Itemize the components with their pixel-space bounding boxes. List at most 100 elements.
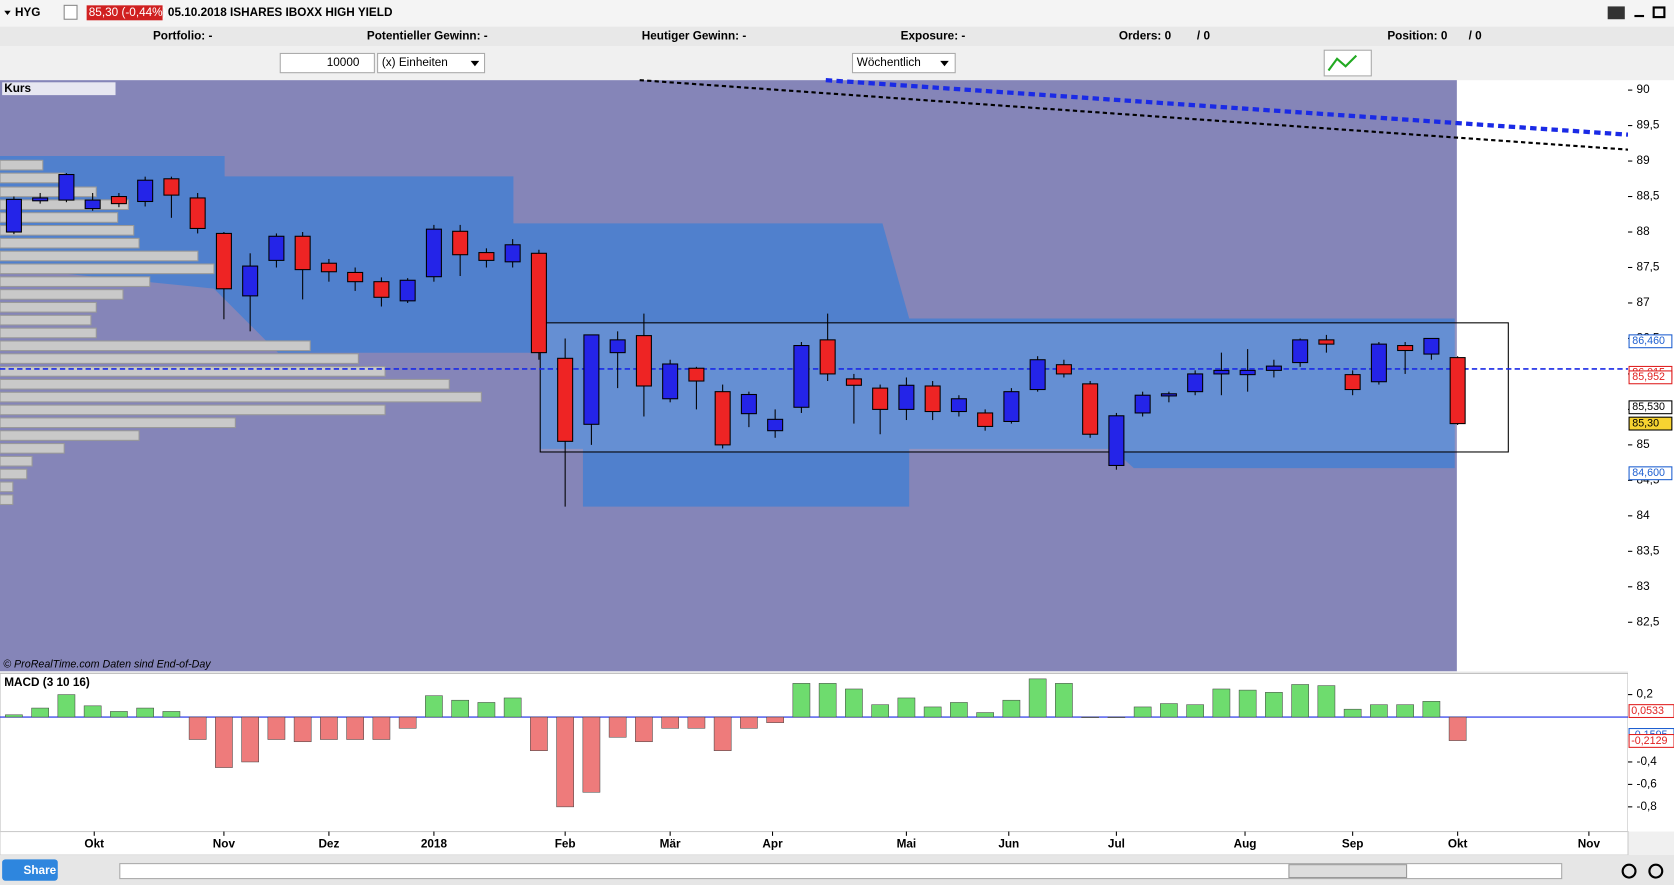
keyboard-icon[interactable] — [1607, 6, 1625, 20]
description: 05.10.2018 ISHARES IBOXX HIGH YIELD — [168, 6, 393, 19]
candle-body — [1292, 339, 1309, 364]
candle-body — [924, 385, 941, 413]
macd-bar — [687, 716, 706, 729]
y-tick-label: 0,2 — [1637, 688, 1653, 701]
candle-body — [294, 235, 311, 271]
y-tick-label: 88 — [1637, 225, 1651, 238]
share-label[interactable]: Share — [24, 864, 57, 877]
candle-body — [583, 334, 600, 425]
panel-header — [2, 676, 135, 690]
value-tag — [1628, 734, 1674, 748]
macd-bar — [31, 707, 49, 718]
macd-bar — [897, 697, 916, 718]
potential-gain: Potentieller Gewinn: - — [367, 29, 488, 42]
candle-body — [1344, 374, 1361, 391]
macd-bar — [267, 716, 286, 740]
status-bar — [0, 26, 1674, 46]
candle-body — [5, 198, 22, 233]
price-tag-label: 85,30 — [1632, 417, 1659, 429]
zoom-in[interactable] — [1648, 863, 1664, 879]
macd-bar — [713, 716, 732, 751]
unit[interactable]: (x) Einheiten — [382, 56, 448, 69]
macd-bar — [503, 697, 522, 718]
candle-body — [530, 252, 547, 354]
candle-body — [740, 393, 757, 415]
panel-title: Kurs — [4, 82, 31, 95]
period[interactable]: Wöchentlich — [857, 56, 921, 69]
macd-bar — [1002, 699, 1021, 718]
price-tag — [1628, 466, 1673, 481]
macd-bar — [1370, 704, 1388, 718]
candle-body — [872, 387, 889, 410]
macd-bar — [1238, 689, 1257, 718]
macd-bar — [1133, 706, 1152, 718]
scroll-thumb[interactable] — [1288, 864, 1408, 879]
maximize[interactable] — [1652, 6, 1666, 19]
macd-bar — [1107, 716, 1126, 718]
x-tick-label: 2018 — [421, 837, 448, 850]
footer-note: © ProRealTime.com Daten sind End-of-Day — [3, 659, 211, 671]
candle-body — [898, 384, 915, 410]
x-tick-label: Jun — [998, 837, 1019, 850]
macd-bar — [83, 705, 102, 718]
macd-bar — [398, 716, 417, 729]
price-tag-label: 86,460 — [1632, 335, 1665, 347]
info-icon[interactable] — [63, 4, 78, 20]
y-tick-label: 90 — [1637, 83, 1651, 96]
unit-select[interactable] — [377, 52, 486, 74]
position: Position: 0 — [1387, 29, 1448, 42]
price-tag-label: 84,600 — [1632, 467, 1665, 479]
candle-body — [557, 357, 574, 442]
candle-body — [1449, 357, 1466, 425]
candle-body — [110, 195, 127, 205]
candle-body — [215, 232, 232, 290]
macd-bar — [5, 714, 23, 718]
candle-body — [163, 178, 180, 196]
candle-body — [347, 271, 364, 283]
dropdown-arrow — [940, 60, 949, 67]
macd-bar — [1396, 704, 1414, 718]
macd-bar — [477, 702, 496, 718]
menu-arrow[interactable] — [4, 10, 11, 15]
quantity[interactable]: 10000 — [327, 56, 360, 69]
x-tick-label: Nov — [1578, 837, 1601, 850]
y-tick-label: 85 — [1637, 438, 1651, 451]
macd-bar — [950, 702, 968, 718]
candle-body — [1265, 365, 1282, 371]
today-gain: Heutiger Gewinn: - — [642, 29, 747, 42]
candle-body — [1082, 383, 1099, 435]
minimize[interactable] — [1634, 14, 1645, 18]
y-tick-label: 89,5 — [1637, 119, 1660, 132]
x-tick-label: Apr — [762, 837, 783, 850]
quantity-input[interactable] — [279, 52, 375, 74]
x-tick-label: Okt — [1448, 837, 1468, 850]
candle-body — [1003, 391, 1020, 422]
portfolio: Portfolio: - — [153, 29, 212, 42]
scrollbar[interactable] — [119, 863, 1563, 880]
macd-bar — [871, 704, 889, 718]
candle-body — [714, 391, 731, 446]
y-tick-label: 83 — [1637, 580, 1651, 593]
symbol[interactable]: HYG — [15, 6, 40, 19]
macd-plot — [0, 672, 1629, 833]
candle-body — [1370, 343, 1387, 383]
candle-body — [1423, 337, 1440, 355]
macd-bar — [372, 716, 391, 740]
share-button[interactable] — [2, 859, 58, 881]
period-select[interactable] — [851, 52, 956, 74]
candle-body — [84, 199, 101, 210]
y-tick-label: 82,5 — [1637, 615, 1660, 628]
macd-bar — [293, 716, 312, 743]
macd-bar — [110, 711, 128, 718]
zoom-out[interactable] — [1621, 863, 1637, 879]
candle-body — [425, 228, 442, 278]
candle-body — [767, 418, 784, 432]
macd-bar — [1212, 688, 1231, 718]
orders: Orders: 0 — [1119, 29, 1172, 42]
candle-body — [662, 363, 679, 400]
y-tick-label: 87,5 — [1637, 261, 1660, 274]
macd-bar — [136, 707, 154, 718]
candle-body — [977, 412, 994, 427]
y-tick-label: 89 — [1637, 154, 1650, 167]
